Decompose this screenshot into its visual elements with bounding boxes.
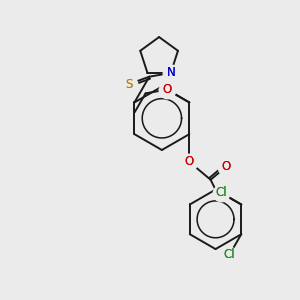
Text: O: O: [162, 83, 172, 96]
Text: Cl: Cl: [215, 186, 226, 199]
Text: O: O: [162, 83, 172, 96]
Text: S: S: [125, 78, 133, 91]
Text: N: N: [167, 66, 175, 80]
Text: Cl: Cl: [224, 248, 235, 261]
Text: O: O: [221, 160, 230, 173]
Text: S: S: [125, 78, 133, 91]
Text: Cl: Cl: [224, 248, 235, 261]
Text: Cl: Cl: [215, 186, 226, 199]
Text: O: O: [185, 155, 194, 168]
Text: N: N: [167, 66, 175, 80]
Text: O: O: [185, 155, 194, 168]
Text: O: O: [221, 160, 230, 173]
